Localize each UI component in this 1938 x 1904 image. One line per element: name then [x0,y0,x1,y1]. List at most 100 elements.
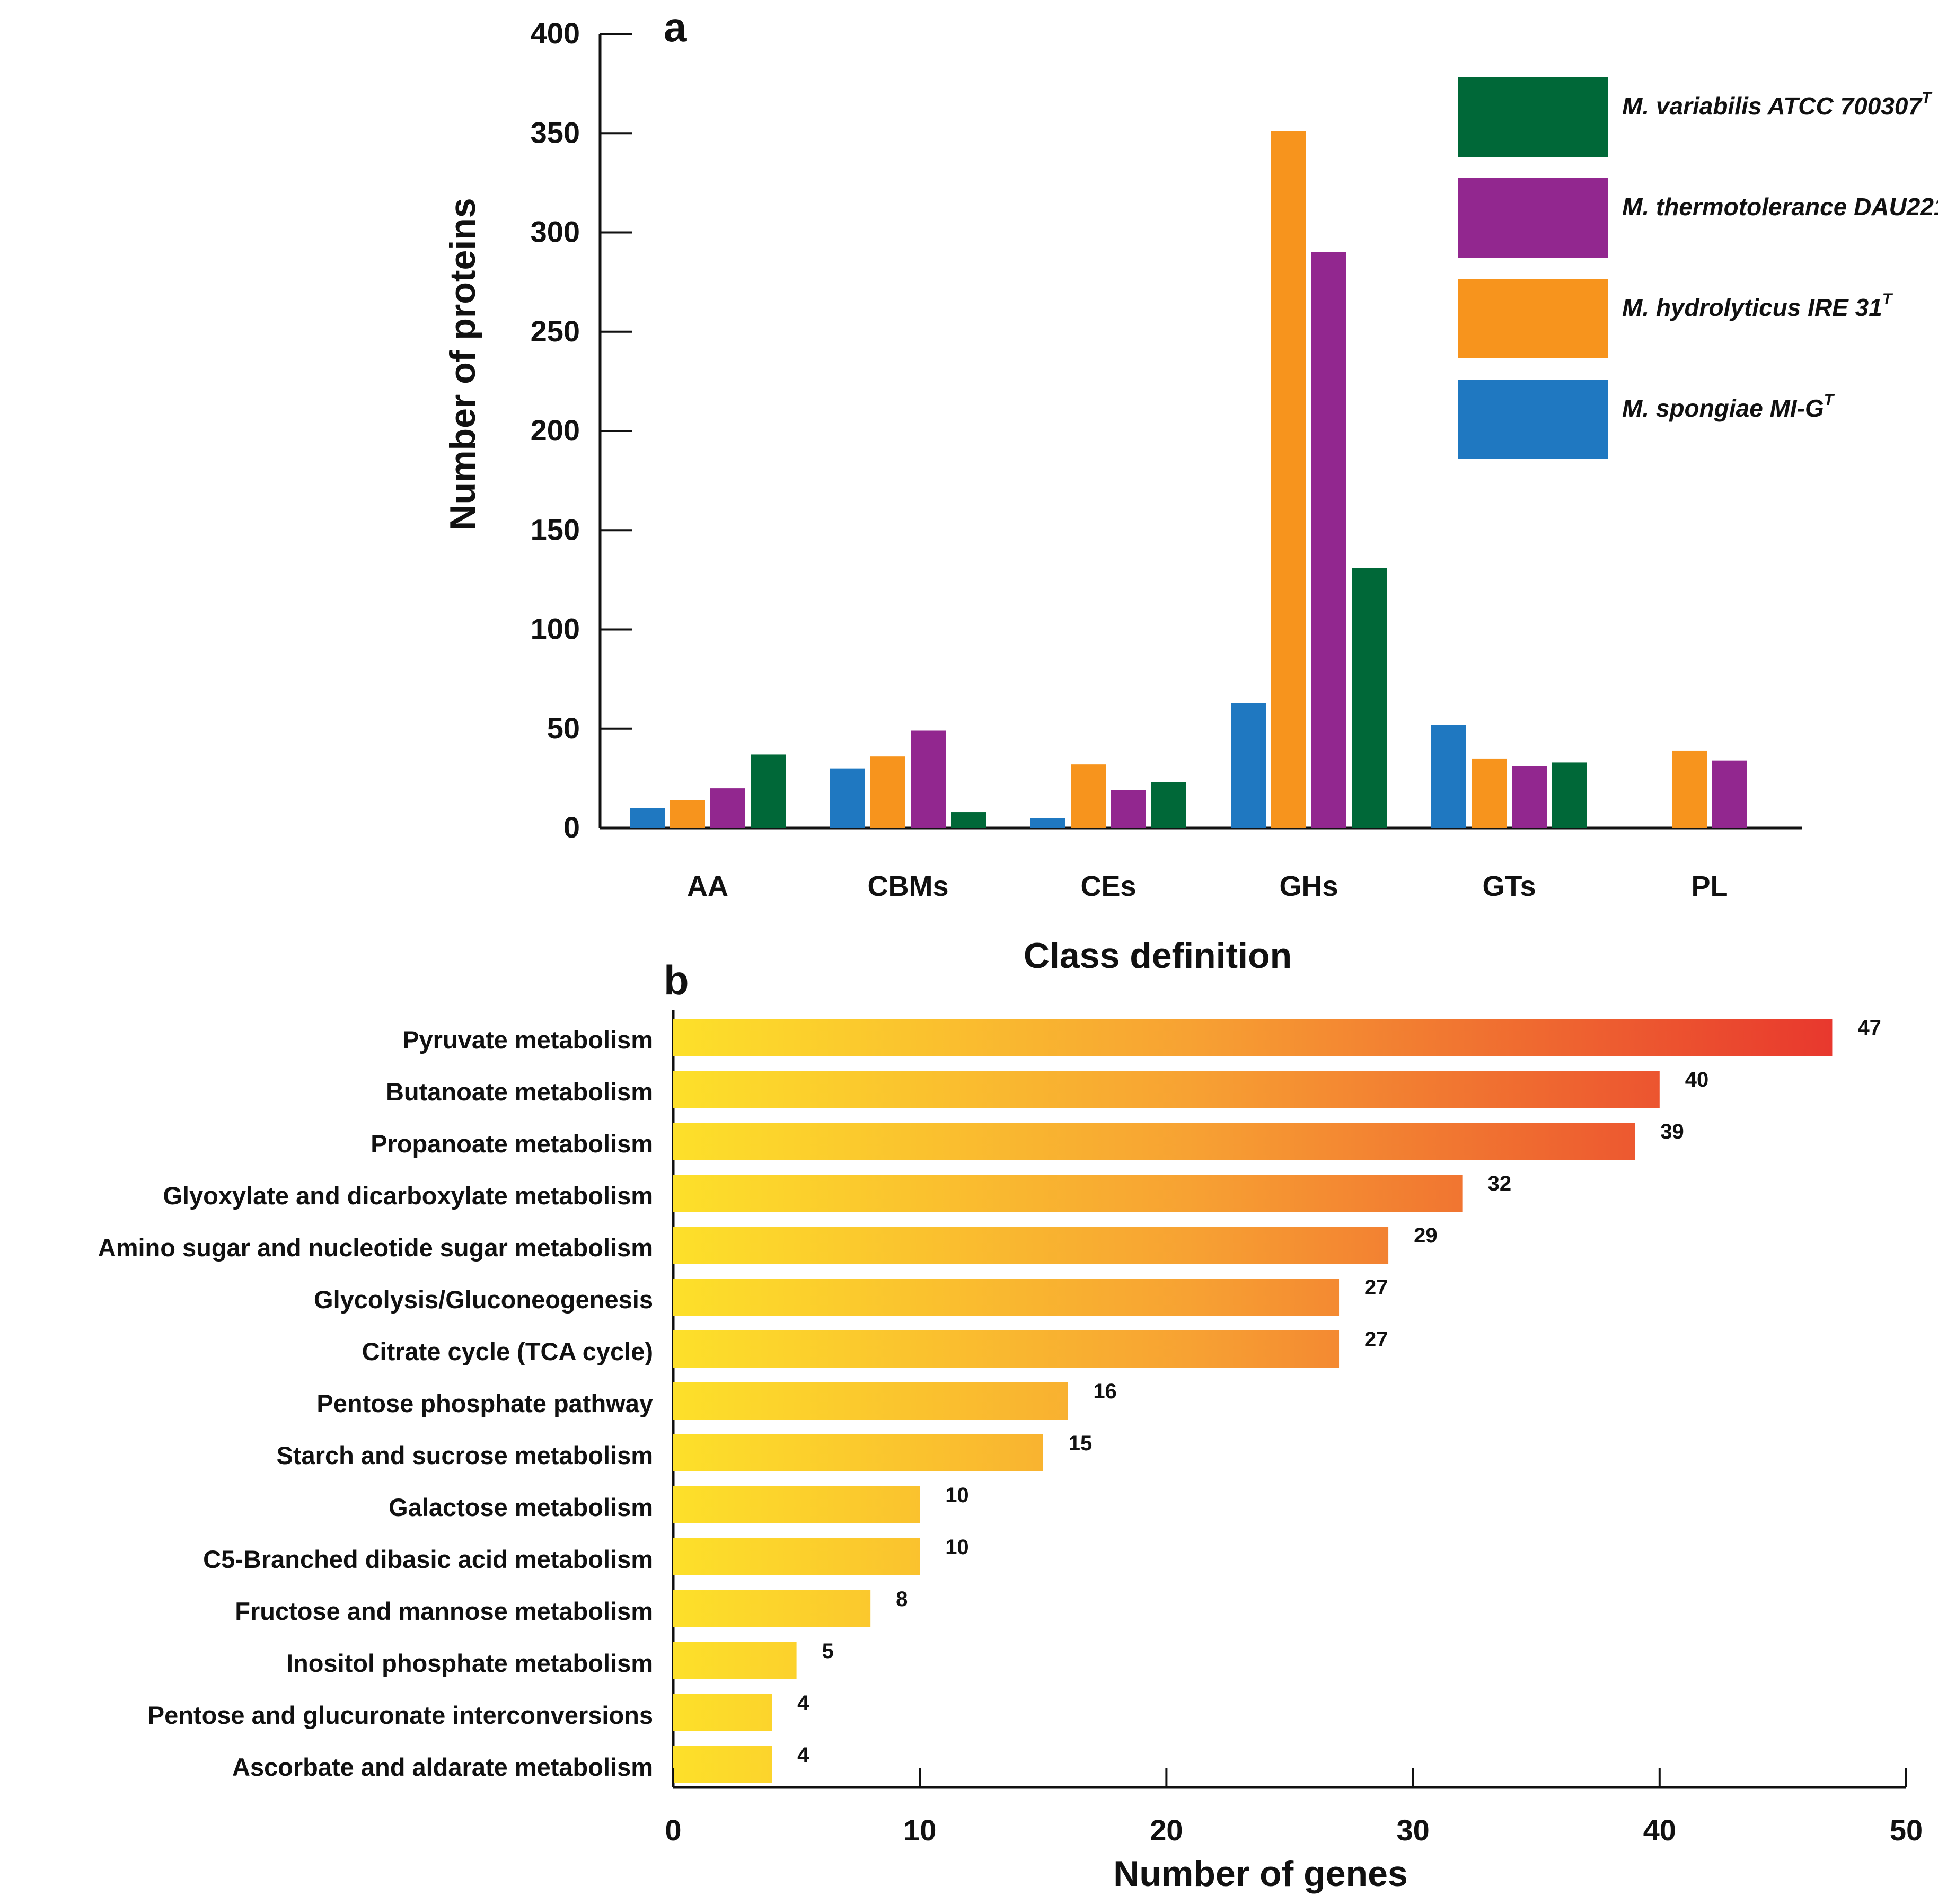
panel-b-bars: Pyruvate metabolism 47 Butanoate metabolis… [98,1016,1881,1783]
y-tick-label: 100 [531,612,580,646]
bar-pl-series-2 [1672,750,1707,828]
bar-cbms-series-2 [870,756,905,828]
legend-swatch [1458,178,1608,258]
pathway-label: Butanoate metabolism [386,1078,653,1106]
value-label: 10 [945,1484,969,1507]
pathway-bar [673,1694,772,1731]
x-tick-label: 20 [1150,1813,1183,1847]
bar-gts-series-3 [1512,766,1547,828]
pathway-label: Amino sugar and nucleotide sugar metabol… [98,1233,653,1262]
panel-a-y-ticks: 0 50 100 150 200 250 300 350 400 [531,16,632,844]
pathway-label: Pyruvate metabolism [402,1026,653,1054]
bar-gts-series-2 [1472,758,1507,828]
pathway-label: Glycolysis/Gluconeogenesis [314,1285,653,1314]
pathway-bar [673,1434,1043,1471]
x-tick-label: 50 [1890,1813,1923,1847]
value-label: 27 [1364,1328,1388,1351]
legend-swatch [1458,279,1608,358]
pathway-label: Pentose and glucuronate interconversions [148,1701,653,1729]
bar-ghs-series-3 [1311,252,1346,828]
pathway-label: Galactose metabolism [389,1493,653,1521]
x-category-label: AA [687,870,728,902]
value-label: 4 [797,1743,809,1767]
value-label: 27 [1364,1276,1388,1299]
pathway-bar [673,1071,1660,1108]
y-tick-label: 150 [531,513,580,546]
y-tick-label: 350 [531,116,580,149]
pathway-bar [673,1019,1833,1056]
value-label: 39 [1660,1120,1684,1143]
pathway-bar [673,1279,1340,1316]
pathway-label: Ascorbate and aldarate metabolism [232,1753,653,1781]
pathway-bar [673,1227,1389,1264]
legend-swatch [1458,77,1608,157]
x-category-label: GHs [1279,870,1338,902]
bar-cbms-series-3 [911,730,946,828]
value-label: 8 [896,1588,908,1611]
bar-ces-series-4 [1151,782,1186,828]
pathway-label: Citrate cycle (TCA cycle) [362,1337,653,1365]
bar-ces-series-1 [1030,818,1065,828]
value-label: 40 [1685,1068,1709,1091]
x-category-label: GTs [1482,870,1536,902]
panel-a-legend: M. variabilis ATCC 700307T M. thermotoler… [1458,77,1938,459]
bar-gts-series-4 [1552,762,1587,828]
x-category-label: CEs [1080,870,1136,902]
legend-swatch [1458,380,1608,459]
pathway-label: C5-Branched dibasic acid metabolism [203,1545,653,1573]
panel-b-x-axis-title: Number of genes [1113,1854,1407,1894]
x-tick-label: 10 [903,1813,936,1847]
value-label: 29 [1414,1224,1438,1247]
panel-a-y-axis-title: Number of proteins [443,198,483,530]
bar-ces-series-2 [1071,764,1106,828]
pathway-bar [673,1175,1463,1212]
y-tick-label: 250 [531,314,580,348]
bar-aa-series-4 [751,754,786,828]
legend-label: M. hydrolyticus IRE 31T [1622,290,1893,321]
y-tick-label: 300 [531,215,580,249]
value-label: 15 [1069,1432,1093,1455]
bar-ghs-series-2 [1271,131,1306,828]
bar-cbms-series-4 [951,812,986,828]
pathway-label: Propanoate metabolism [371,1130,653,1158]
x-category-label: PL [1691,870,1728,902]
pathway-bar [673,1382,1068,1420]
panel-a-category-labels: AA CBMs CEs GHs GTs PL [687,870,1728,902]
pathway-bar [673,1538,920,1575]
pathway-bar [673,1123,1635,1160]
bar-cbms-series-1 [830,768,865,828]
y-tick-label: 400 [531,16,580,50]
pathway-bar [673,1590,871,1627]
value-label: 5 [822,1639,834,1663]
pathway-label: Inositol phosphate metabolism [286,1649,653,1677]
pathway-label: Fructose and mannose metabolism [235,1597,653,1625]
y-tick-label: 0 [563,810,580,844]
panel-b-label: b [664,957,689,1003]
pathway-label: Starch and sucrose metabolism [277,1441,653,1469]
value-label: 32 [1488,1172,1512,1195]
pathway-bar [673,1746,772,1783]
bar-ghs-series-1 [1231,703,1266,828]
value-label: 10 [945,1536,969,1559]
pathway-bar [673,1486,920,1523]
panel-a-bars [630,131,1747,828]
pathway-bar [673,1330,1340,1368]
legend-label: M. spongiae MI-GT [1622,391,1835,422]
panel-a-chart: a 0 50 100 150 200 250 300 350 400 AA CBMs CEs GHs G… [443,4,1938,976]
x-category-label: CBMs [867,870,948,902]
bar-gts-series-1 [1431,725,1466,828]
x-tick-label: 30 [1396,1813,1429,1847]
panel-b-chart: b Pyruvate metabolism 47 Butanoate metabol… [98,957,1923,1894]
bar-aa-series-2 [670,800,705,828]
pathway-label: Pentose phosphate pathway [316,1389,653,1417]
legend-label: M. thermotolerance DAU221T [1622,190,1938,221]
panel-a-x-axis-title: Class definition [1024,936,1292,976]
bar-ghs-series-4 [1352,568,1387,828]
x-tick-label: 40 [1643,1813,1676,1847]
legend-label: M. variabilis ATCC 700307T [1622,89,1933,120]
panel-b-x-ticks: 0 10 20 30 40 50 [665,1768,1923,1847]
pathway-label: Glyoxylate and dicarboxylate metabolism [163,1182,653,1210]
panel-a-label: a [664,4,687,50]
bar-aa-series-3 [710,788,745,828]
